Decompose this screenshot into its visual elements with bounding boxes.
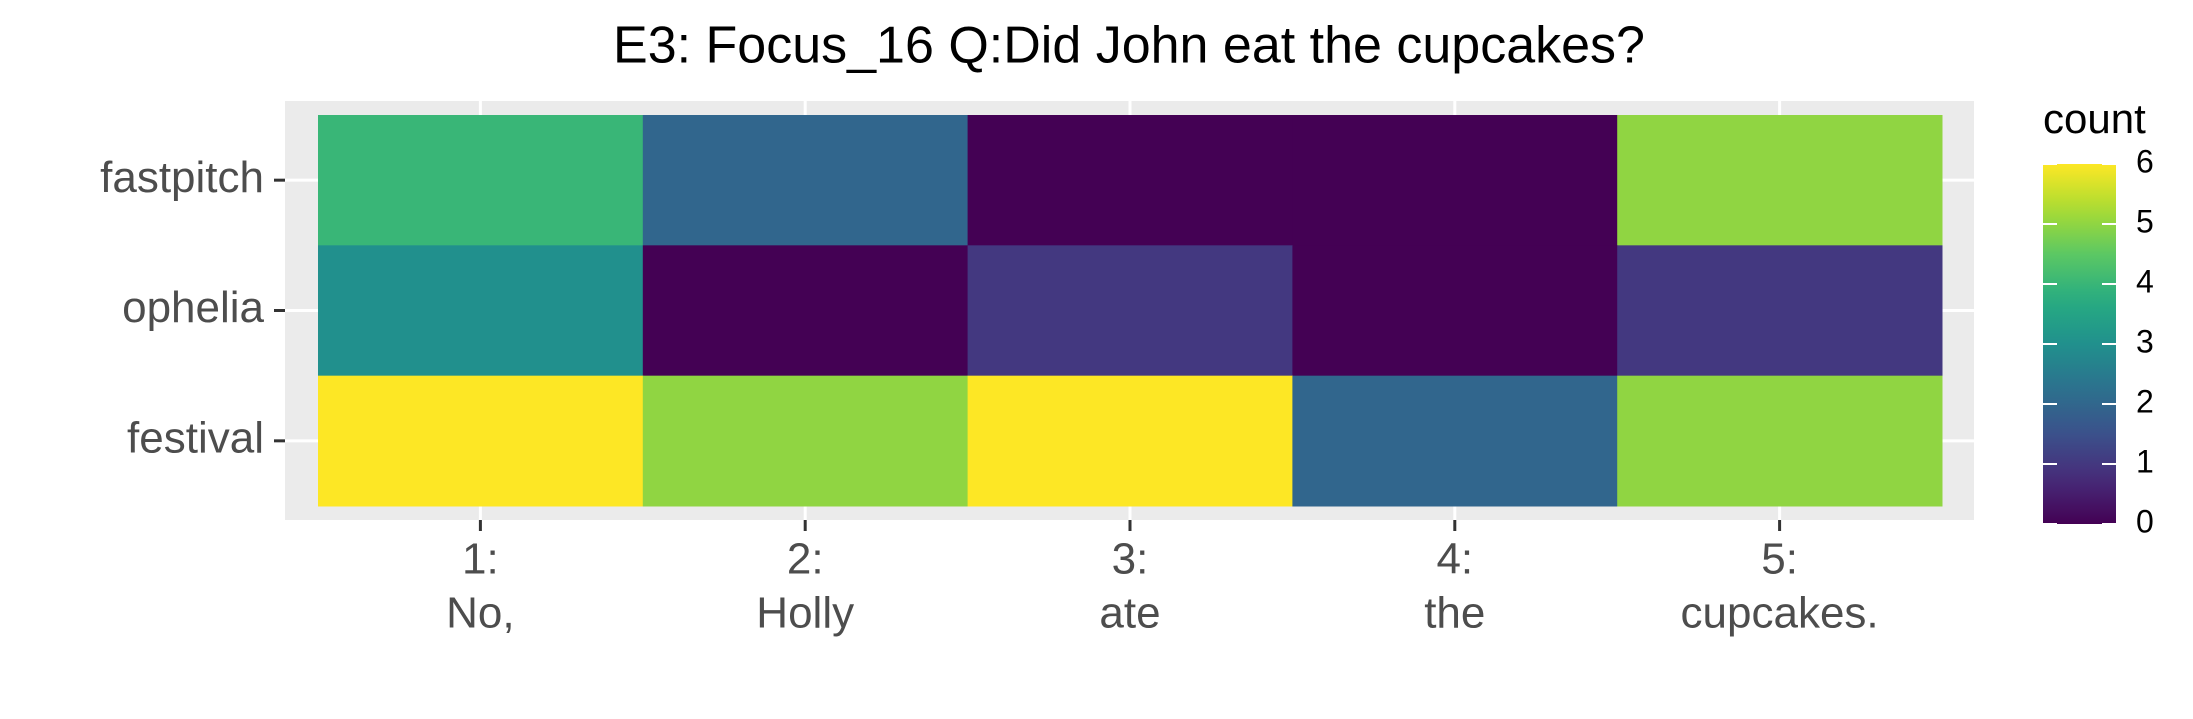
colorbar-tick-label: 2 (2136, 383, 2154, 419)
heat-cell (318, 115, 644, 246)
colorbar-tick-label: 4 (2136, 263, 2154, 299)
x-tick-label: No, (446, 589, 514, 638)
y-tick-label: ophelia (122, 283, 264, 332)
legend-title: count (2043, 95, 2146, 142)
heat-cell (642, 115, 969, 246)
heat-cell (318, 245, 644, 377)
heat-cell (967, 245, 1293, 377)
heat-cell (1617, 115, 1943, 246)
heat-cell (1292, 375, 1618, 507)
heat-cell (967, 115, 1293, 246)
chart-title: E3: Focus_16 Q:Did John eat the cupcakes… (613, 17, 1645, 75)
x-tick-label: 4: (1436, 535, 1473, 584)
y-tick-label: festival (127, 413, 264, 462)
heat-cell (1292, 245, 1618, 377)
colorbar-tick-label: 0 (2136, 503, 2154, 539)
heat-cell (642, 375, 969, 507)
colorbar-tick-label: 3 (2136, 323, 2154, 359)
heat-cell (1292, 115, 1618, 246)
x-tick-label: 1: (462, 535, 499, 584)
x-tick-label: ate (1099, 589, 1160, 638)
x-tick-label: 3: (1112, 535, 1149, 584)
colorbar-tick-label: 1 (2136, 443, 2154, 479)
colorbar-tick-label: 6 (2136, 143, 2154, 179)
x-tick-label: cupcakes. (1681, 589, 1879, 638)
y-tick-label: fastpitch (100, 153, 264, 202)
x-tick-label: 5: (1761, 535, 1798, 584)
colorbar-tick-label: 5 (2136, 203, 2154, 239)
heat-cell (318, 375, 644, 507)
heat-cell (642, 245, 969, 377)
heat-cell (1617, 375, 1943, 507)
x-tick-label: 2: (787, 535, 824, 584)
x-tick-label: the (1424, 589, 1485, 638)
x-tick-label: Holly (756, 589, 854, 638)
heat-cell (1617, 245, 1943, 377)
heat-cell (967, 375, 1293, 507)
